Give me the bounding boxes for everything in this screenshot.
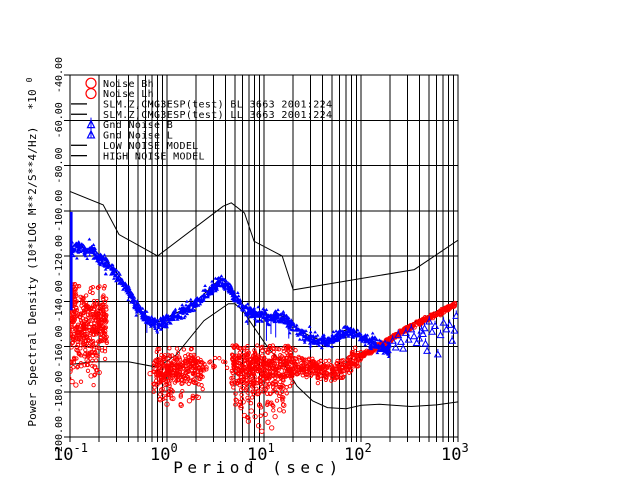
y-tick-label: -160.00 [54,325,65,367]
y-axis-title-text: Power Spectral Density (10*LOG M**2/S**4… [26,126,39,426]
axis-titles: Period (sec) Power Spectral Density (10*… [25,77,343,477]
y-tick-label: -40.00 [54,57,65,93]
legend-entry-label: SLM.Z,CMG3ESP(test) LL 3663 2001:224 [103,110,332,121]
red-noise-scatter [70,274,458,434]
y-axis-title: Power Spectral Density (10*LOG M**2/S**4… [25,77,39,426]
y-tick-label: -120.00 [54,235,65,277]
legend-circle-marker-icon [85,77,97,89]
legend-entry: LOW NOISE MODEL [71,141,199,152]
legend-circle-marker-icon [85,87,97,100]
high-noise-model-line [70,191,458,291]
x-tick-label: 103 [441,441,469,465]
legend-entry-label: SLM.Z,CMG3ESP(test) BL 3663 2001:224 [103,100,332,111]
legend-entry-label: LOW NOISE MODEL [103,141,199,152]
legend-entry: Gnd Noise B [86,117,173,131]
y-axis-scale-exponent: 0 [25,77,34,82]
legend-entry-label: Gnd Noise L [103,131,173,142]
legend-entry: SLM.Z,CMG3ESP(test) BL 3663 2001:224 [71,100,332,111]
x-tick-labels: 10-1 100 101 102 103 [53,441,469,465]
legend-entry-label: Noise Bh [103,79,154,90]
data-layer [70,191,458,434]
x-tick-label: 101 [247,441,275,465]
y-tick-label: -60.00 [54,102,65,138]
x-tick-label: 10-1 [53,441,88,465]
y-tick-label: -80.00 [54,147,65,183]
x-tick-label: 102 [344,441,372,465]
y-tick-label: -100.00 [54,190,65,232]
legend-entry-label: Gnd Noise B [103,120,173,131]
blue-ground-noise-triangles [388,310,458,358]
y-axis-scale: *10 [26,89,39,109]
legend-triangle-marker-icon [86,129,96,139]
legend-entry: Noise Bh [85,77,154,90]
legend-entry-label: HIGH NOISE MODEL [103,151,205,162]
y-tick-label: -140.00 [54,280,65,322]
blue-ground-noise-band [70,211,392,358]
legend-entry: Gnd Noise L [86,127,173,142]
legend-entry: SLM.Z,CMG3ESP(test) LL 3663 2001:224 [71,110,332,121]
y-tick-labels: -40.00 -60.00 -80.00 -100.00 -120.00 -140.00 -… [54,57,65,458]
legend-entry: Noise Lh [85,87,154,100]
legend-entry: HIGH NOISE MODEL [71,151,205,162]
axis-ticks [64,74,459,442]
x-axis-title: Period (sec) [173,458,343,477]
y-tick-label: -180.00 [54,371,65,413]
y-tick-label: -200.00 [54,416,65,458]
x-tick-label: 100 [150,441,178,465]
legend-entry-label: Noise Lh [103,89,154,100]
legend-triangle-marker-icon [86,119,96,129]
